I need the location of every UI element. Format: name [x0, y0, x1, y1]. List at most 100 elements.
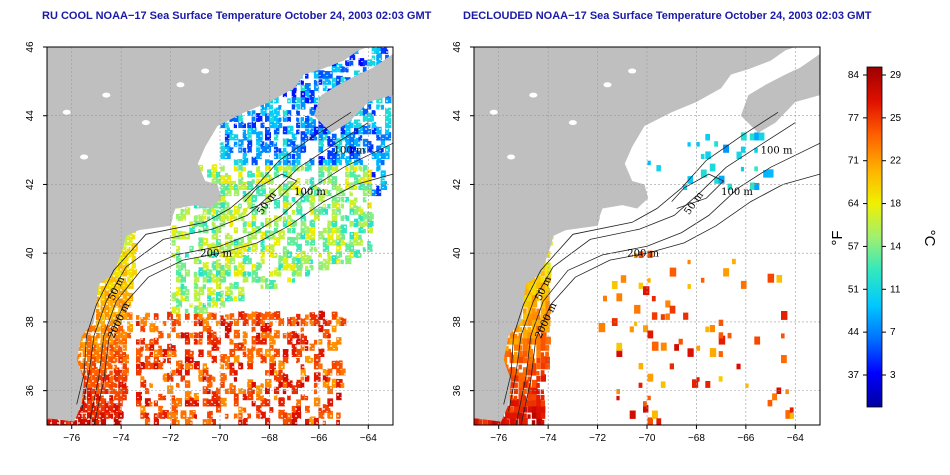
- long-island: [548, 217, 600, 233]
- sst-cell: [518, 387, 524, 395]
- sst-cell: [509, 374, 515, 382]
- sst-cell: [767, 399, 773, 407]
- sst-cell: [772, 393, 778, 401]
- sst-cell: [518, 378, 525, 388]
- sst-cell: [754, 132, 761, 141]
- sst-cell: [509, 416, 516, 425]
- sst-cell: [678, 338, 683, 345]
- sst-cell: [500, 416, 507, 425]
- sst-cell: [651, 312, 658, 320]
- sst-cell: [700, 169, 707, 178]
- colorbar-c-label: 22: [890, 156, 902, 167]
- sst-cell: [536, 399, 542, 407]
- sst-cell: [669, 267, 677, 277]
- sst-cell: [371, 47, 379, 48]
- sst-cell: [518, 354, 525, 364]
- sst-cell: [55, 47, 62, 48]
- sst-cell: [522, 376, 527, 382]
- sst-cell: [705, 381, 711, 388]
- sst-cell: [527, 326, 532, 333]
- contour-label: 100 m: [294, 187, 326, 198]
- colorbar-c-label: 29: [890, 70, 902, 81]
- contour-2000m: [93, 173, 393, 425]
- sst-cell: [514, 374, 520, 382]
- sst-cell: [531, 337, 537, 345]
- sst-cell: [651, 296, 656, 302]
- sst-cell: [545, 318, 551, 326]
- sst-cell: [732, 258, 736, 265]
- sst-cell: [491, 418, 497, 425]
- sst-cell: [714, 141, 719, 147]
- sst-cell: [531, 420, 536, 425]
- sst-cell: [705, 151, 711, 159]
- map-area-left: [47, 47, 393, 425]
- sst-cell: [620, 275, 627, 283]
- contour-label: 200 m: [200, 249, 232, 260]
- sst-cell: [527, 280, 534, 289]
- sst-cell: [781, 355, 787, 364]
- x-tick-label: −72: [162, 433, 179, 444]
- y-tick-label: 38: [452, 316, 463, 328]
- sst-cell: [647, 417, 653, 425]
- lake: [529, 92, 538, 98]
- sst-cell: [540, 395, 545, 401]
- sst-cell: [100, 47, 107, 48]
- sst-cell: [482, 419, 488, 425]
- sst-cell: [505, 345, 509, 351]
- sst-cell: [740, 280, 747, 289]
- sst-cell: [522, 313, 528, 320]
- colorbar-c-label: 7: [890, 327, 896, 338]
- sst-cell: [514, 351, 518, 357]
- panel-title-left: RU COOL NOAA−17 Sea Surface Temperature …: [42, 10, 432, 22]
- sst-cell: [727, 183, 733, 190]
- sst-cell: [638, 282, 643, 289]
- sst-cell: [718, 351, 723, 357]
- sst-cell: [545, 313, 550, 320]
- sst-cell: [527, 353, 534, 364]
- sst-cell: [531, 300, 538, 308]
- sst-cell: [527, 329, 534, 339]
- contour-georges-bank: [244, 173, 298, 209]
- sst-cell: [767, 273, 775, 283]
- sst-cell: [545, 351, 549, 357]
- sst-cell: [256, 47, 263, 48]
- x-tick-label: −74: [113, 433, 130, 444]
- map-grid: [474, 47, 820, 425]
- sst-cell: [754, 183, 760, 190]
- sst-cell: [509, 338, 514, 345]
- sst-cell: [509, 382, 514, 388]
- landmass: [47, 47, 369, 422]
- sst-cell: [531, 399, 537, 407]
- sst-cell: [749, 182, 756, 190]
- sst-cell: [522, 329, 529, 339]
- sst-cell: [545, 274, 551, 283]
- sst-cell: [709, 163, 716, 172]
- sst-cell: [536, 389, 540, 395]
- sst-cell: [505, 419, 510, 425]
- sst-cell: [692, 379, 699, 388]
- sst-cell: [718, 376, 723, 382]
- sst-cell: [629, 410, 636, 419]
- sst-cell: [536, 296, 540, 302]
- sst-cell: [740, 132, 747, 141]
- sst-cell: [514, 335, 521, 345]
- x-tick-label: −64: [787, 433, 804, 444]
- sst-cell: [514, 410, 520, 419]
- sst-cell: [505, 348, 511, 357]
- x-tick-label: −66: [737, 433, 754, 444]
- celsius-label: °C: [921, 230, 938, 247]
- x-tick-label: −70: [639, 433, 656, 444]
- sst-cell: [718, 335, 726, 345]
- y-tick-label: 46: [452, 41, 463, 53]
- sst-cell: [718, 319, 724, 326]
- sst-cell: [540, 307, 545, 314]
- sst-cell: [536, 314, 541, 320]
- sst-cell: [509, 410, 516, 419]
- sst-cell: [518, 337, 524, 345]
- sst-cell: [536, 333, 540, 339]
- sst-cell: [540, 287, 547, 296]
- landmass: [474, 47, 796, 422]
- lake: [489, 109, 498, 115]
- sst-cell: [638, 363, 644, 370]
- sst-cell: [527, 292, 534, 302]
